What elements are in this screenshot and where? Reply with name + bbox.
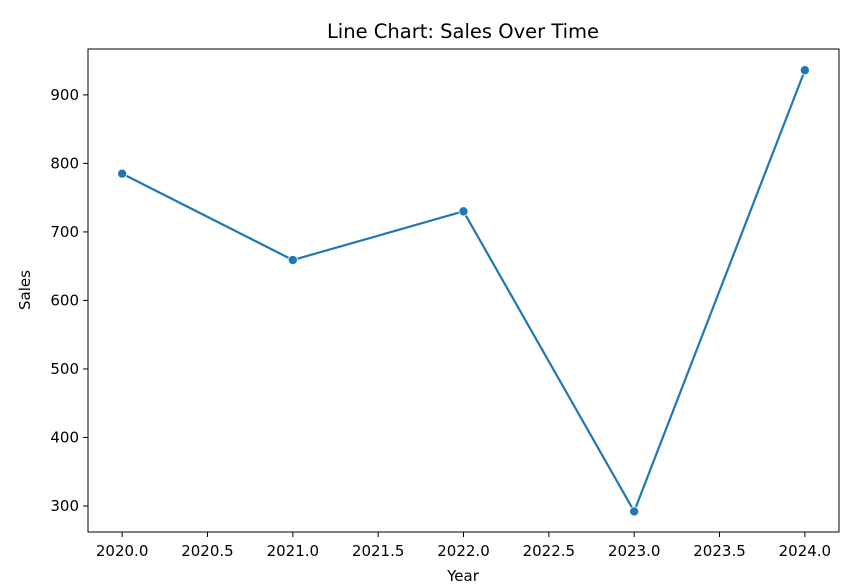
y-tick-label: 700	[50, 223, 79, 241]
data-point-marker	[458, 206, 469, 217]
y-tick-label: 300	[50, 497, 79, 515]
x-tick-label: 2024.0	[779, 542, 832, 560]
y-tick-label: 800	[50, 154, 79, 172]
data-point-marker	[629, 506, 640, 517]
x-tick-label: 2020.0	[96, 542, 149, 560]
y-tick-label: 500	[50, 360, 79, 378]
x-tick-label: 2020.5	[181, 542, 234, 560]
data-point-marker	[287, 255, 298, 266]
x-tick-label: 2021.0	[267, 542, 320, 560]
chart-title: Line Chart: Sales Over Time	[327, 20, 599, 43]
x-tick-label: 2022.5	[523, 542, 576, 560]
plot-area-frame	[87, 48, 840, 533]
y-tick-label: 600	[50, 291, 79, 309]
x-tick-label: 2023.0	[608, 542, 661, 560]
y-axis-label: Sales	[16, 270, 34, 310]
y-tick-label: 400	[50, 428, 79, 446]
x-tick-label: 2022.0	[437, 542, 490, 560]
series-layer	[117, 65, 810, 517]
data-point-marker	[117, 168, 128, 179]
data-point-marker	[799, 65, 810, 76]
series-line	[121, 69, 806, 513]
x-axis-label: Year	[446, 567, 480, 585]
x-tick-label: 2021.5	[352, 542, 405, 560]
x-tick-label: 2023.5	[693, 542, 746, 560]
x-axis: 2020.0 2020.5 2021.0 2021.5 2022.0 2022.5 2023…	[96, 532, 831, 560]
y-tick-label: 900	[50, 86, 79, 104]
y-axis: 300 400 500 600 700 800 900	[50, 86, 88, 515]
